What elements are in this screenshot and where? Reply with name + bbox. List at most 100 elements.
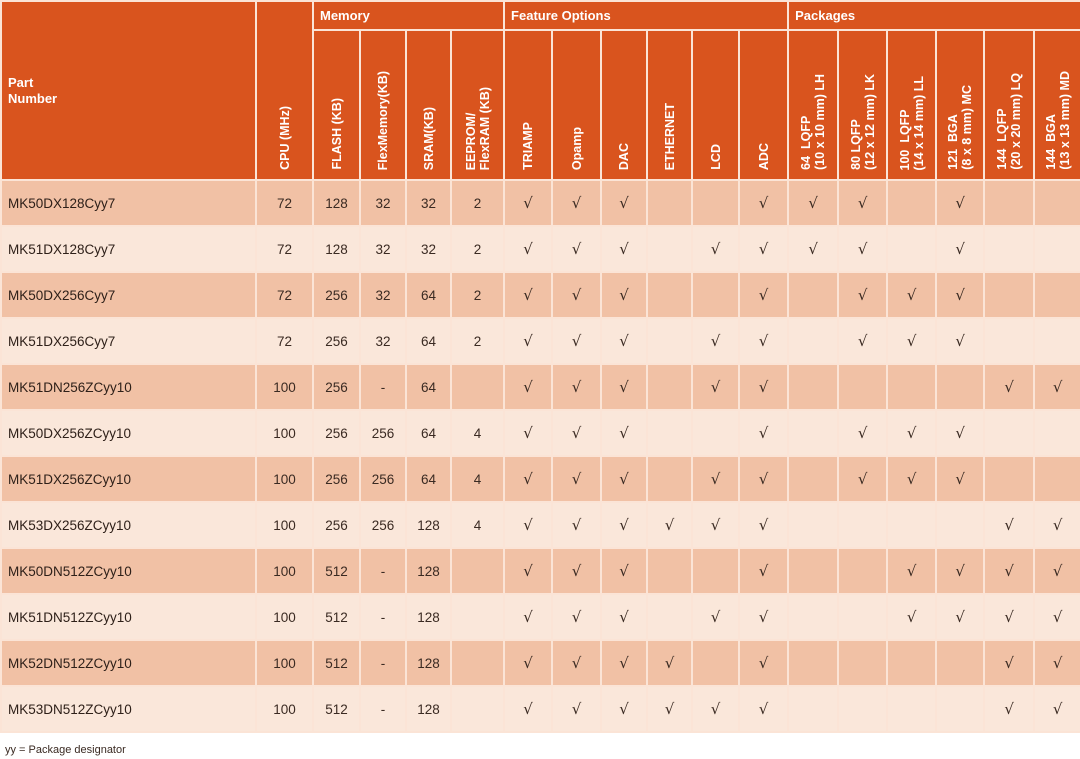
feature-cell-adc: √ [738, 593, 790, 641]
flexmemory-cell: 256 [359, 409, 407, 457]
feature-cell-triamp: √ [503, 225, 554, 273]
package-cell-4: √ [935, 317, 986, 365]
package-cell-4 [935, 363, 986, 411]
table-header: Part Number CPU (MHz) Memory Feature Opt… [0, 0, 1080, 181]
package-cell-1 [787, 271, 840, 319]
feature-cell-ethernet [646, 271, 694, 319]
flash-cell: 512 [312, 639, 361, 687]
feature-cell-opamp: √ [551, 409, 603, 457]
feature-cell-opamp: √ [551, 455, 603, 503]
package-cell-3: √ [886, 271, 938, 319]
cpu-cell: 100 [255, 363, 314, 411]
cpu-cell: 72 [255, 179, 314, 227]
sub-header-row: FLASH (KB) FlexMemory(KB) SRAM(KB) EEPROM/ … [1, 29, 1080, 181]
package-cell-4: √ [935, 547, 986, 595]
cpu-cell: 72 [255, 317, 314, 365]
feature-cell-dac: √ [600, 271, 649, 319]
feature-cell-opamp: √ [551, 639, 603, 687]
flexmemory-cell: 32 [359, 225, 407, 273]
sram-cell: 64 [405, 363, 452, 411]
package-cell-3: √ [886, 409, 938, 457]
table-row: MK51DN256ZCyy10 100 256-64 √ √ √ √ √ √ √ [0, 363, 1080, 411]
package-cell-6 [1033, 271, 1080, 319]
sram-cell: 64 [405, 455, 452, 503]
feature-cell-triamp: √ [503, 363, 554, 411]
packages-group-header: Packages [787, 0, 1080, 31]
package-cell-6: √ [1033, 593, 1080, 641]
feature-cell-ethernet [646, 455, 694, 503]
cpu-cell: 100 [255, 685, 314, 733]
feature-label: ADC [756, 142, 771, 170]
feature-cell-dac: √ [600, 409, 649, 457]
group-header-row: Part Number CPU (MHz) Memory Feature Opt… [0, 0, 1080, 181]
flash-cell: 512 [312, 547, 361, 595]
package-cell-6: √ [1033, 639, 1080, 687]
feature-cell-adc: √ [738, 409, 790, 457]
part-number-cell: MK51DX256Cyy7 [0, 317, 257, 365]
package-cell-4: √ [935, 455, 986, 503]
flexmemory-cell: 256 [359, 501, 407, 549]
package-label: 100 LQFP (14 x 14 mm) LL [897, 75, 926, 170]
part-number-label: Part Number [8, 74, 58, 106]
memory-header-sram-kb: SRAM(KB) [405, 29, 452, 181]
footnote: yy = Package designator [5, 744, 126, 756]
feature-cell-lcd: √ [691, 225, 741, 273]
part-comparison-table: Part Number CPU (MHz) Memory Feature Opt… [0, 0, 1080, 733]
feature-cell-dac: √ [600, 547, 649, 595]
package-cell-1 [787, 547, 840, 595]
feature-label: Opamp [569, 126, 584, 170]
package-label: 80 LQFP (12 x 12 mm) LK [848, 74, 877, 170]
part-number-cell: MK51DN256ZCyy10 [0, 363, 257, 411]
feature-cell-ethernet [646, 225, 694, 273]
feature-cell-adc: √ [738, 685, 790, 733]
memory-header-eeprom-flexram-kb: EEPROM/ FlexRAM (KB) [449, 29, 506, 181]
memory-header-flexmemory-kb: FlexMemory(KB) [359, 29, 407, 181]
cpu-cell: 100 [255, 455, 314, 503]
package-cell-4 [935, 639, 986, 687]
eeprom-cell: 2 [449, 179, 506, 227]
package-cell-4 [935, 501, 986, 549]
eeprom-cell [449, 547, 506, 595]
package-cell-5 [983, 225, 1036, 273]
table-row: MK51DX256Cyy7 72 256 32 64 2 √ √ √ √ √ √ √ √ [0, 317, 1080, 365]
package-cell-2: √ [837, 409, 889, 457]
feature-cell-triamp: √ [503, 409, 554, 457]
package-label: 64 LQFP (10 x 10 mm) LH [799, 74, 828, 170]
package-cell-6 [1033, 179, 1080, 227]
eeprom-cell: 2 [449, 317, 506, 365]
flash-cell: 512 [312, 685, 361, 733]
flash-cell: 256 [312, 501, 361, 549]
flexmemory-cell: 32 [359, 317, 407, 365]
feature-label: LCD [708, 144, 723, 170]
part-number-cell: MK51DX256ZCyy10 [0, 455, 257, 503]
feature-cell-lcd: √ [691, 685, 741, 733]
sram-cell: 128 [405, 501, 452, 549]
flexmemory-cell: - [359, 547, 407, 595]
part-number-cell: MK52DN512ZCyy10 [0, 639, 257, 687]
package-cell-2 [837, 501, 889, 549]
feature-cell-dac: √ [600, 225, 649, 273]
eeprom-cell: 2 [449, 225, 506, 273]
package-cell-5 [983, 455, 1036, 503]
sram-cell: 64 [405, 409, 452, 457]
memory-label: SRAM(KB) [421, 106, 436, 170]
package-cell-6 [1033, 225, 1080, 273]
package-header-144-bga-13-x-13-mm-md: 144 BGA (13 x 13 mm) MD [1033, 29, 1080, 181]
flash-cell: 512 [312, 593, 361, 641]
table-row: MK52DN512ZCyy10 100 512-128 √ √ √ √ √ √ √ [0, 639, 1080, 687]
feature-cell-adc: √ [738, 363, 790, 411]
eeprom-cell: 2 [449, 271, 506, 319]
package-cell-3: √ [886, 317, 938, 365]
feature-cell-adc: √ [738, 547, 790, 595]
package-cell-2 [837, 639, 889, 687]
flexmemory-cell: 32 [359, 179, 407, 227]
feature-cell-adc: √ [738, 271, 790, 319]
package-cell-3: √ [886, 455, 938, 503]
feature-cell-triamp: √ [503, 639, 554, 687]
package-cell-2: √ [837, 317, 889, 365]
feature-cell-ethernet: √ [646, 685, 694, 733]
package-cell-1 [787, 639, 840, 687]
flexmemory-cell: - [359, 363, 407, 411]
feature-cell-adc: √ [738, 317, 790, 365]
feature-cell-dac: √ [600, 455, 649, 503]
